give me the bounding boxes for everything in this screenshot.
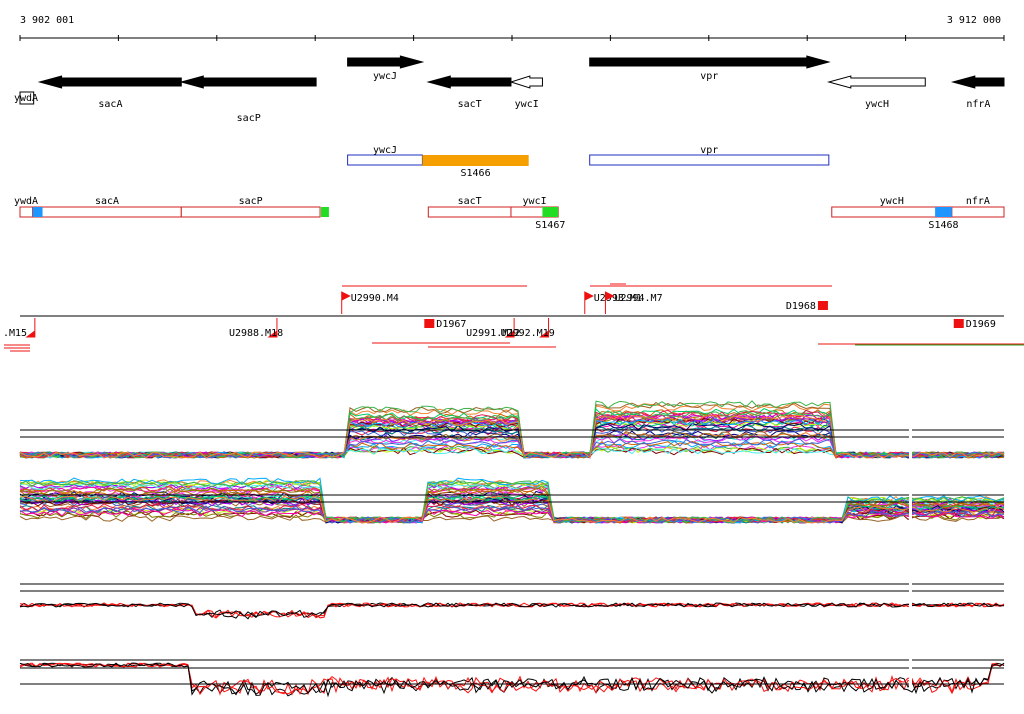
summary-trace-line	[19, 602, 1005, 620]
terminator-D1969-label: D1969	[966, 319, 996, 330]
gene-ywcI-arrow	[509, 75, 543, 89]
terminator-D1967-label: D1967	[436, 319, 466, 330]
terminator-D1968-label: D1968	[786, 301, 816, 312]
transcript-ywcJ-box	[347, 154, 423, 166]
cds-sacP-box	[180, 206, 321, 218]
gene-sacA-arrow	[37, 75, 182, 89]
cds-ywdA-label: ywdA	[14, 196, 38, 207]
summary-trace-upper	[19, 583, 1005, 620]
promoter-U2994.M7-flag	[604, 291, 615, 314]
terminator-D1967-box	[424, 319, 435, 328]
lower-label-3: U2992.M19	[501, 328, 555, 339]
promoter-U2990.M4-label: U2990.M4	[351, 293, 399, 304]
expression-curve	[19, 504, 1004, 524]
cds-nfrA-label: nfrA	[966, 196, 990, 207]
terminator-D1968-box	[817, 301, 828, 310]
track-gap	[909, 420, 912, 690]
expression-curve	[19, 503, 1005, 524]
ruler-start-label: 3 902 001	[20, 15, 74, 26]
gene-nfrA-arrow	[950, 75, 1005, 89]
terminator-D1969-box	[953, 319, 964, 328]
cds-nfrA-box	[951, 206, 1005, 218]
cds-sacP-label: sacP	[239, 196, 263, 207]
gene-ywcI-label: ywcI	[515, 99, 539, 110]
cds-sacA-box	[32, 206, 182, 218]
cds-sacA-label: sacA	[95, 196, 119, 207]
feature-S1466	[422, 155, 529, 166]
gene-vpr-label: vpr	[700, 71, 718, 82]
cds-ywcI-label: ywcI	[523, 196, 547, 207]
cds-sacT-label: sacT	[458, 196, 482, 207]
gene-track: ywdA sacA sacP ywcJ sacT ywcI vpr ywcH nfrA	[14, 55, 1005, 124]
transcript-track: ywcJ vpr S1466	[347, 145, 830, 179]
cds-ywcI-box	[510, 206, 559, 218]
lower-flag	[539, 318, 550, 338]
cds-track: ywdA sacA sacP sacT ywcI ywcH nfrA S1467 S1468	[14, 196, 1005, 231]
lower-flag	[504, 318, 515, 338]
gene-sacT-arrow	[426, 75, 512, 89]
gene-ywcH-arrow	[826, 75, 926, 89]
gene-ywcJ-arrow	[347, 55, 425, 69]
feature-S1467-label: S1467	[535, 220, 565, 231]
promoter-U2993.M1-label: U2993.M1	[594, 293, 642, 304]
summary-trace-line	[19, 602, 1005, 619]
gene-sacT-label: sacT	[458, 99, 482, 110]
coordinate-ruler: 3 902 001 3 912 000	[19, 15, 1005, 41]
expression-profile-upper	[19, 400, 1005, 459]
expression-profile-lower	[19, 477, 1005, 524]
gene-ywdA-arrow	[19, 91, 35, 105]
lower-label-0: .M15	[3, 328, 27, 339]
promoter-U2994.M7-label: U2994.M7	[614, 293, 662, 304]
cds-sacT-box	[427, 206, 512, 218]
gene-sacP-arrow	[179, 75, 317, 89]
summary-trace-lower	[19, 659, 1005, 698]
cds-ywcH-label: ywcH	[880, 196, 904, 207]
lower-label-2: U2991.M12	[466, 328, 520, 339]
ruler-ticks	[19, 35, 1005, 41]
transcript-vpr-label: vpr	[700, 145, 718, 156]
expression-curve	[19, 414, 1005, 459]
gene-ywdA-label: ywdA	[14, 93, 38, 104]
feature-S1468	[935, 207, 952, 217]
gene-sacP-label: sacP	[237, 113, 261, 124]
feature-S1467	[542, 207, 559, 217]
transcript-vpr-box	[589, 154, 830, 166]
lower-label-1: U2988.M18	[229, 328, 283, 339]
promoter-U2990.M4-flag	[341, 291, 351, 314]
gene-ywcH-label: ywcH	[865, 99, 889, 110]
expression-curve	[19, 440, 1005, 459]
transcript-ywcJ-label: ywcJ	[373, 145, 397, 156]
feature-S1466-label: S1466	[460, 168, 490, 179]
gene-nfrA-label: nfrA	[966, 99, 990, 110]
cds-ywcH-box	[831, 206, 953, 218]
gene-vpr-arrow	[589, 55, 831, 69]
gene-ywcJ-label: ywcJ	[373, 71, 397, 82]
feature-S1468-label: S1468	[928, 220, 958, 231]
promoter-U2993.M1-flag	[584, 291, 594, 314]
lower-flag	[25, 318, 36, 338]
feature-mark-1	[321, 207, 329, 217]
summary-trace-line	[19, 662, 1005, 696]
lower-flag	[267, 318, 278, 338]
summary-trace-line	[19, 662, 1005, 696]
cds-ywdA-box	[19, 206, 34, 218]
feature-mark-3	[32, 207, 43, 217]
gene-sacA-label: sacA	[98, 99, 122, 110]
ruler-end-label: 3 912 000	[947, 15, 1001, 26]
